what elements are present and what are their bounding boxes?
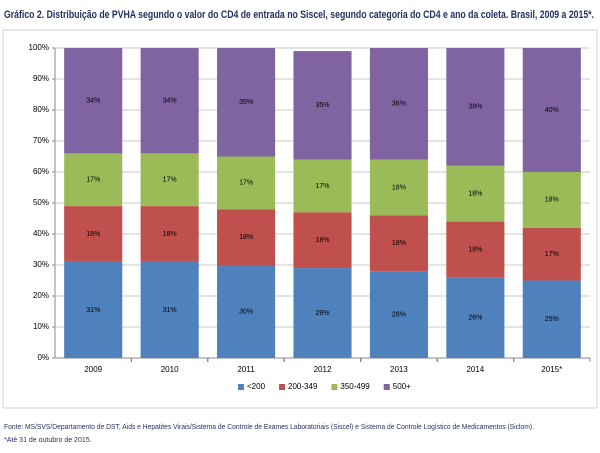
legend-swatch bbox=[383, 384, 390, 390]
y-tick-label: 30% bbox=[33, 260, 49, 269]
y-tick-label: 70% bbox=[33, 136, 49, 145]
y-tick-label: 10% bbox=[33, 322, 49, 331]
data-label: 34% bbox=[86, 98, 100, 105]
data-label: 31% bbox=[163, 307, 177, 314]
bar-segment bbox=[293, 159, 352, 213]
bar-segment bbox=[522, 280, 581, 358]
y-tick-label: 20% bbox=[33, 291, 49, 300]
bar-segment bbox=[446, 165, 505, 222]
bar-segment bbox=[217, 48, 276, 157]
bar-segment bbox=[64, 206, 123, 262]
footnote: *Até 31 de outubro de 2015. bbox=[4, 437, 92, 444]
bar-segment bbox=[293, 268, 352, 358]
bar-segment bbox=[64, 261, 123, 358]
y-tick-label: 0% bbox=[37, 353, 49, 362]
chart-frame bbox=[2, 29, 598, 409]
bar-segment bbox=[140, 48, 199, 154]
legend-swatch bbox=[238, 384, 244, 390]
data-label: 36% bbox=[392, 101, 406, 108]
data-label: 18% bbox=[392, 184, 406, 191]
bar-segment bbox=[217, 156, 276, 210]
bar-segment bbox=[446, 277, 505, 358]
data-label: 18% bbox=[468, 246, 482, 253]
bar-segment bbox=[64, 48, 123, 154]
chart-title: Gráfico 2. Distribuição de PVHA segundo … bbox=[4, 9, 594, 21]
data-label: 35% bbox=[239, 99, 253, 106]
legend-label: 350-499 bbox=[340, 382, 370, 391]
y-tick-label: 40% bbox=[33, 229, 49, 238]
y-tick-label: 50% bbox=[33, 198, 49, 207]
x-tick-label: 2010 bbox=[161, 365, 179, 374]
x-tick-label: 2011 bbox=[237, 365, 255, 374]
y-tick-label: 100% bbox=[29, 43, 49, 52]
x-tick-label: 2013 bbox=[390, 365, 408, 374]
data-label: 35% bbox=[315, 102, 329, 109]
bar-segment bbox=[522, 227, 581, 281]
data-label: 18% bbox=[239, 234, 253, 241]
data-label: 17% bbox=[239, 180, 253, 187]
data-label: 25% bbox=[545, 316, 559, 323]
data-label: 17% bbox=[163, 177, 177, 184]
bar-segment bbox=[64, 153, 123, 207]
data-label: 17% bbox=[86, 177, 100, 184]
data-label: 31% bbox=[86, 307, 100, 314]
bar-segment bbox=[369, 48, 428, 160]
legend-label: 500+ bbox=[393, 382, 411, 391]
bar-segment bbox=[140, 206, 199, 262]
data-label: 18% bbox=[545, 197, 559, 204]
y-tick-label: 80% bbox=[33, 105, 49, 114]
y-tick-label: 90% bbox=[33, 74, 49, 83]
bar-segment bbox=[522, 48, 581, 172]
data-label: 30% bbox=[239, 308, 253, 315]
bar-segment bbox=[140, 153, 199, 207]
data-label: 18% bbox=[468, 191, 482, 198]
data-label: 40% bbox=[545, 107, 559, 114]
source-note: Fonte: MS/SVS/Departamento de DST, Aids … bbox=[4, 424, 534, 431]
bar-segment bbox=[217, 209, 276, 265]
data-label: 18% bbox=[315, 237, 329, 244]
bar-segment bbox=[293, 212, 352, 269]
bar-segment bbox=[293, 51, 352, 160]
y-tick-label: 60% bbox=[33, 167, 49, 176]
bar-segment bbox=[369, 271, 428, 358]
bar-segment bbox=[446, 48, 505, 166]
x-tick-label: 2015* bbox=[541, 365, 562, 374]
data-label: 18% bbox=[86, 231, 100, 238]
x-tick-label: 2012 bbox=[314, 365, 332, 374]
bar-segment bbox=[140, 261, 199, 358]
bar-segment bbox=[217, 265, 276, 358]
bar-segment bbox=[522, 172, 581, 228]
data-label: 26% bbox=[468, 315, 482, 322]
data-label: 38% bbox=[468, 104, 482, 111]
bar-segment bbox=[446, 221, 505, 278]
data-label: 18% bbox=[163, 231, 177, 238]
legend-label: 200-349 bbox=[288, 382, 318, 391]
bar-segment bbox=[369, 215, 428, 272]
data-label: 28% bbox=[392, 311, 406, 318]
data-label: 34% bbox=[163, 98, 177, 105]
data-label: 17% bbox=[315, 183, 329, 190]
legend-swatch bbox=[331, 384, 338, 390]
data-label: 18% bbox=[392, 240, 406, 247]
x-tick-label: 2009 bbox=[84, 365, 102, 374]
x-tick-label: 2014 bbox=[466, 365, 484, 374]
data-label: 29% bbox=[315, 310, 329, 317]
legend-label: <200 bbox=[247, 382, 266, 391]
data-label: 17% bbox=[545, 251, 559, 258]
bar-segment bbox=[369, 159, 428, 216]
legend-swatch bbox=[279, 384, 286, 390]
